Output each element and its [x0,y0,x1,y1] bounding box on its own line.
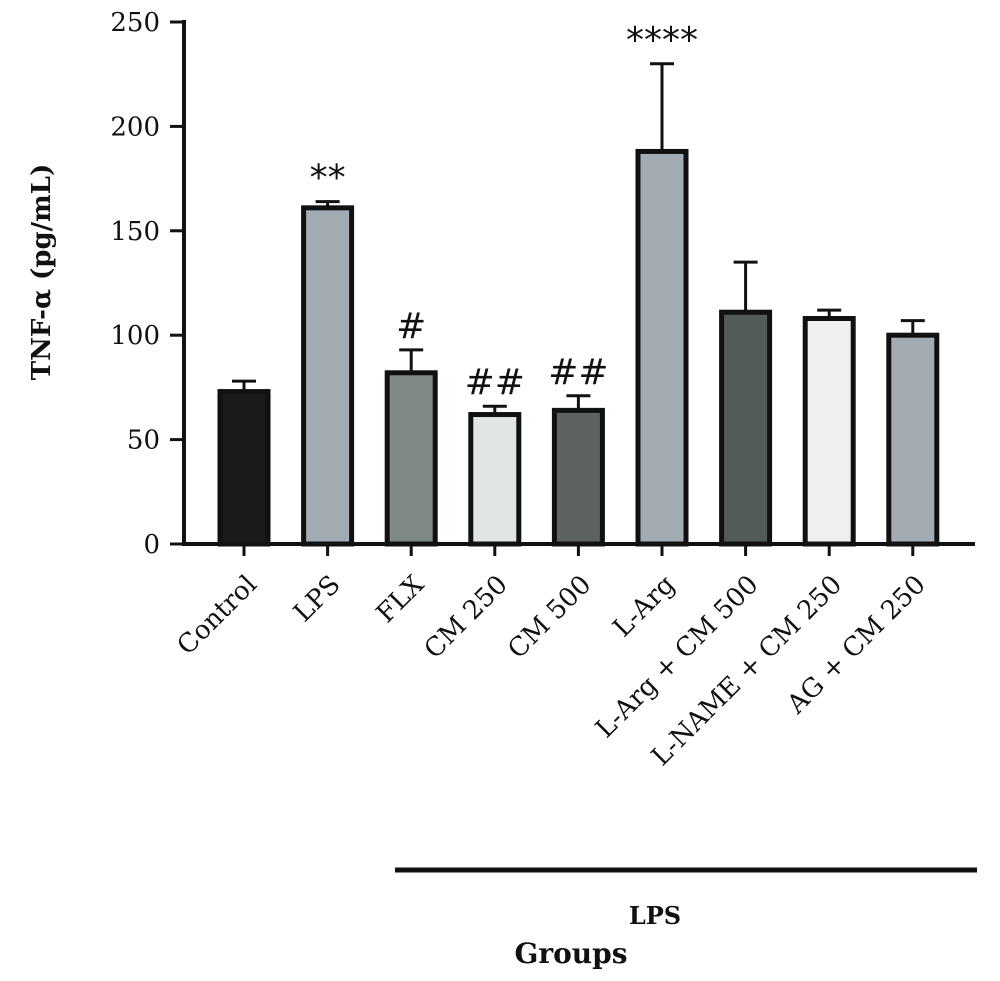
error-bar [399,350,423,373]
y-tick-label: 100 [110,321,160,351]
lps-group-label: LPS [629,901,681,930]
y-tick-label: 0 [143,530,160,560]
error-bar [734,262,758,312]
y-tick-label: 150 [110,217,160,247]
bar [304,208,352,544]
bar [387,373,435,544]
bar [805,318,853,544]
y-tick-label: 200 [110,112,160,142]
significance-marker: # [396,306,426,347]
bar [722,312,770,544]
significance-marker: **** [626,20,698,61]
bar [889,335,937,544]
category-label: Control [172,570,263,661]
tnf-alpha-bar-chart: 0 50 100 150 200 250 Control LPS ** FLX # CM 250 ##… [0,0,1000,981]
significance-marker: ## [465,362,525,403]
bar [638,151,686,544]
significance-marker: ## [548,352,608,393]
y-tick-label: 250 [110,8,160,38]
x-axis-label: Groups [514,937,627,970]
bar [220,392,268,544]
category-label: FLX [371,569,431,629]
category-label: L-Arg [607,570,680,643]
bars-layer [220,64,937,544]
error-bar [650,64,674,152]
category-label: LPS [288,570,346,628]
bar [554,410,602,544]
y-axis-label: TNF-α (pg/mL) [27,164,57,381]
y-tick-label: 50 [127,426,160,456]
bar [471,415,519,544]
category-label: CM 500 [502,570,597,665]
significance-marker: ** [310,158,346,199]
category-label: CM 250 [419,570,514,665]
